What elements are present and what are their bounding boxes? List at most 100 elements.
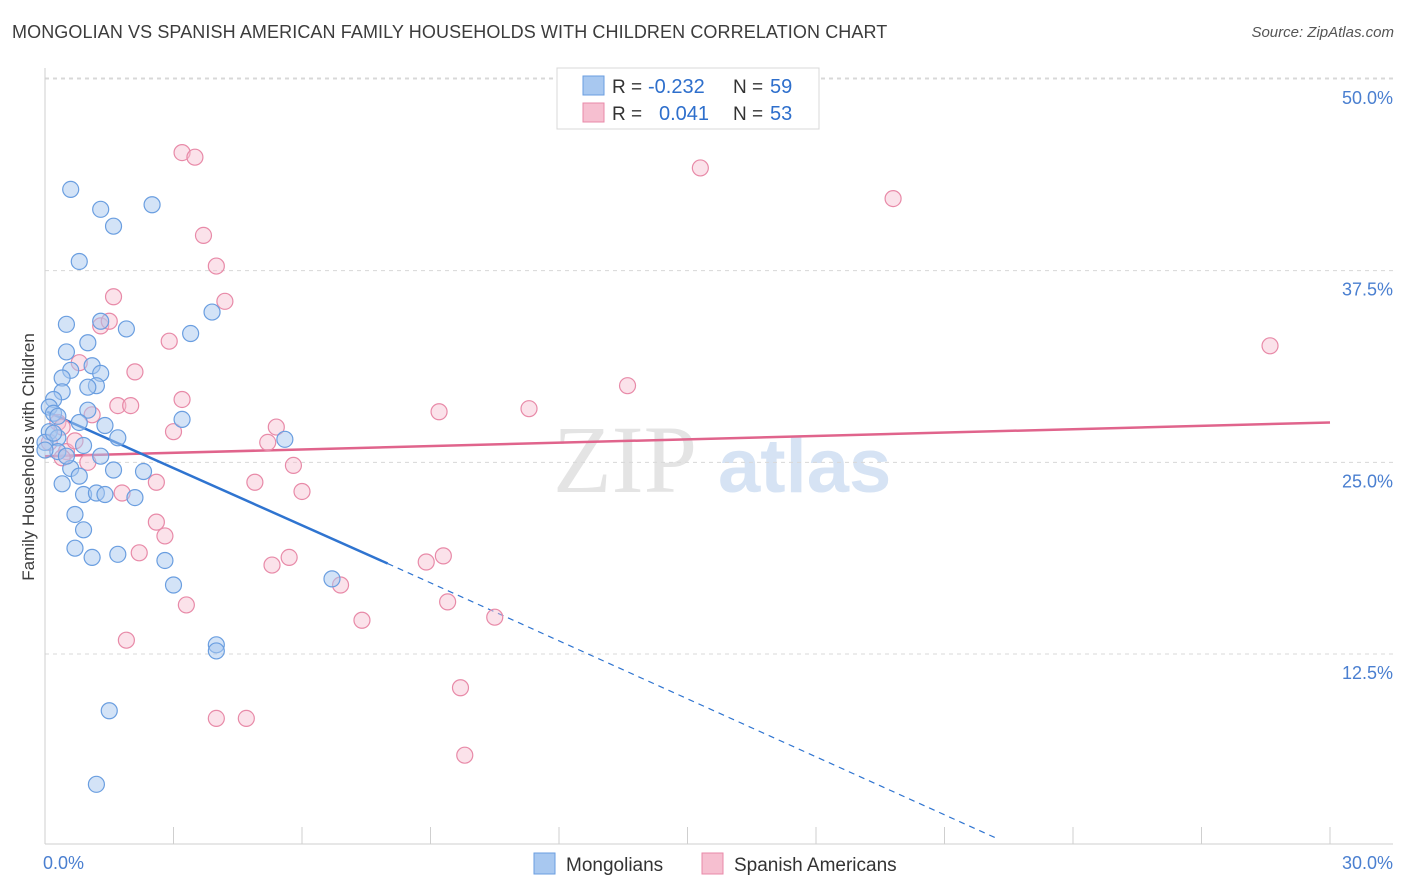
- spanish-americans-point: [246, 473, 264, 491]
- mongolians-point: [173, 410, 191, 428]
- mongolians-point: [79, 401, 97, 419]
- spanish-americans-point: [207, 257, 225, 275]
- mongolians-point: [53, 475, 71, 493]
- watermark-zip: ZIP: [553, 406, 697, 513]
- spanish-americans-point: [147, 513, 165, 531]
- mongolians-point: [182, 324, 200, 343]
- mongolians-point: [70, 467, 88, 485]
- mongolians-trend-line: [46, 410, 389, 565]
- spanish-americans-point: [122, 397, 140, 415]
- mongolians-point: [156, 551, 174, 570]
- spanish-americans-point: [259, 433, 277, 451]
- spanish-americans-point: [104, 288, 123, 306]
- mongolians-point: [57, 315, 76, 333]
- series-legend: Mongolians Spanish Americans: [533, 852, 897, 876]
- spanish-americans-point: [618, 377, 637, 395]
- mongolians-point: [323, 570, 341, 588]
- y-tick-label-1: 25.0%: [1342, 471, 1393, 491]
- spanish-americans-point: [486, 608, 504, 626]
- spanish-americans-point: [430, 403, 448, 421]
- legend-swatch-blue: [582, 75, 605, 96]
- mongolians-point: [164, 576, 183, 594]
- mongolians-point: [207, 642, 225, 660]
- y-tick-label-2: 37.5%: [1342, 280, 1393, 300]
- x-tick-label-min: 0.0%: [43, 853, 84, 873]
- bottom-legend-swatch-blue: [533, 852, 556, 875]
- mongolians-point: [74, 436, 93, 455]
- bottom-legend-mongolians: Mongolians: [566, 855, 663, 876]
- spanish-americans-point: [691, 159, 709, 177]
- mongolians-point: [83, 548, 101, 567]
- mongolians-point: [49, 407, 67, 425]
- tick-labels: 12.5% 25.0% 37.5% 50.0% 0.0% 30.0%: [43, 88, 1393, 873]
- spanish-americans-point: [156, 527, 174, 545]
- legend-r-label-pink: R =: [612, 104, 642, 125]
- legend-swatch-pink: [582, 102, 605, 123]
- spanish-americans-point: [207, 709, 225, 728]
- spanish-americans-point: [434, 547, 452, 565]
- spanish-americans-point: [126, 363, 144, 381]
- legend-r-value-blue: -0.232: [648, 76, 705, 98]
- legend-n-label-blue: N =: [733, 77, 763, 98]
- spanish-americans-point: [293, 482, 311, 501]
- mongolians-point: [92, 312, 110, 330]
- mongolians-point: [96, 416, 114, 435]
- mongolians-point: [66, 539, 84, 557]
- y-tick-label-0: 12.5%: [1342, 663, 1393, 683]
- y-axis-label: Family Households with Children: [19, 333, 38, 581]
- mongolians-point: [36, 441, 54, 459]
- mongolians-point: [203, 303, 221, 321]
- spanish-americans-point: [173, 144, 191, 162]
- legend-n-value-pink: 53: [770, 103, 792, 125]
- spanish-americans-point: [280, 548, 298, 567]
- mongolians-point: [70, 413, 88, 432]
- spanish-americans-point: [117, 631, 135, 649]
- mongolians-point: [44, 424, 63, 442]
- mongolians-point: [92, 200, 110, 218]
- spanish-americans-point: [186, 148, 204, 166]
- watermark: ZIP atlas: [553, 406, 891, 513]
- spanish-americans-point: [237, 709, 255, 728]
- mongolians-point: [143, 196, 161, 214]
- mongolians-point: [66, 505, 84, 524]
- spanish-americans-point: [109, 397, 127, 415]
- mongolians-point: [92, 447, 110, 465]
- spanish-americans-point: [439, 593, 457, 611]
- mongolians-point: [57, 447, 76, 465]
- legend-r-value-pink: 0.041: [659, 103, 709, 125]
- spanish-americans-point: [1261, 337, 1279, 355]
- grid-lines: [45, 77, 1393, 655]
- spanish-americans-point: [130, 544, 148, 562]
- spanish-americans-point: [147, 473, 165, 491]
- chart-title: MONGOLIAN VS SPANISH AMERICAN FAMILY HOU…: [12, 22, 888, 42]
- spanish-americans-trend-line: [44, 421, 1331, 458]
- spanish-americans-point: [216, 292, 234, 310]
- spanish-americans-point: [267, 418, 285, 436]
- spanish-americans-point: [164, 423, 183, 441]
- legend-n-label-pink: N =: [733, 104, 763, 125]
- spanish-americans-point: [456, 746, 474, 764]
- mongolians-point: [104, 461, 123, 479]
- mongolians-point: [117, 320, 135, 338]
- trend-lines: [44, 410, 1331, 839]
- y-tick-label-3: 50.0%: [1342, 88, 1393, 108]
- mongolians-point: [57, 343, 76, 361]
- spanish-americans-point: [263, 556, 281, 574]
- spanish-americans-point: [177, 596, 195, 614]
- source-credit: Source: ZipAtlas.com: [1251, 24, 1394, 41]
- mongolians-trend-extension: [387, 562, 997, 839]
- mongolians-point: [87, 775, 106, 793]
- spanish-americans-point: [884, 190, 902, 208]
- legend-n-value-blue: 59: [770, 76, 792, 98]
- mongolians-point: [62, 180, 80, 198]
- mongolians-point: [100, 702, 118, 720]
- spanish-americans-point: [173, 390, 191, 409]
- mongolians-point: [96, 485, 114, 504]
- mongolians-point: [134, 462, 153, 481]
- spanish-americans-point: [417, 553, 435, 571]
- spanish-americans-point: [284, 456, 303, 474]
- mongolians-point: [109, 545, 127, 563]
- spanish-americans-point: [451, 679, 470, 697]
- legend-r-label-blue: R =: [612, 77, 642, 98]
